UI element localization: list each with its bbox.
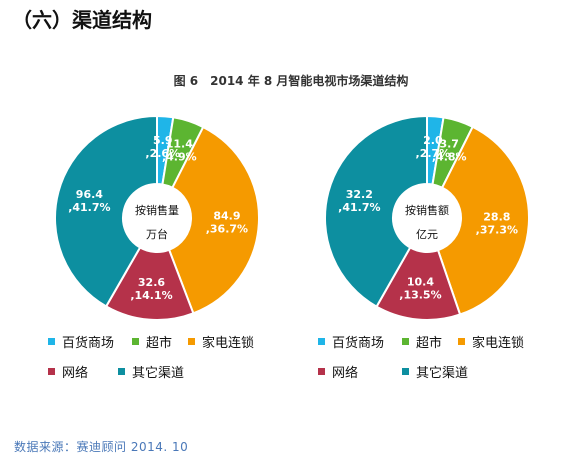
legend-item: 家电连锁 [188,332,254,351]
figure-title: 图 6 2014 年 8 月智能电视市场渠道结构 [173,74,409,88]
legend-label: 百货商场 [62,336,115,351]
data-label: 32.6,14.1% [130,276,172,302]
legend-swatch [118,368,125,375]
donut-chart-sales-volume: 5.9,2.6%11.4,4.9% 84.9,36.7% 32.6,14.1% 96.… [54,114,260,321]
center-unit: 亿元 [416,228,438,241]
donut-hole [393,184,461,252]
legend-label: 网络 [62,366,89,381]
legend-label: 超市 [146,336,173,351]
data-label: 32.2,41.7% [338,188,380,214]
legend-label: 家电连锁 [472,336,525,351]
data-label: 10.4,13.5% [399,276,441,302]
center-label: 按销售量 [135,203,179,217]
source-note: 数据来源：赛迪顾问 2014. 10 [14,440,189,454]
legend-item: 网络 [318,362,358,381]
data-label: 11.4,4.9% [162,138,197,164]
legend-label: 其它渠道 [416,366,469,381]
legend-item: 其它渠道 [118,362,184,381]
legend-swatch [188,338,195,345]
donut-chart-sales-value: 2.0,2.7%3.7,4.8% 28.8,37.3% 10.4,13.5% 32.2… [324,114,530,321]
legend-label: 网络 [332,366,359,381]
legend-item: 网络 [48,362,88,381]
legend-item: 超市 [132,332,172,351]
legend-label: 超市 [416,336,443,351]
legend-item: 百货商场 [48,332,114,351]
donut-hole [123,184,191,252]
legend-item: 家电连锁 [458,332,524,351]
legend-item: 其它渠道 [402,362,468,381]
center-label: 按销售额 [405,203,449,217]
legend-swatch [402,338,409,345]
data-label: 5.9,2.6% [145,134,180,160]
legend-label: 家电连锁 [202,336,255,351]
data-label: 28.8,37.3% [476,211,518,237]
legend-item: 百货商场 [318,332,384,351]
legend-swatch [48,368,55,375]
section-heading: （六）渠道结构 [12,8,152,32]
legend-item: 超市 [402,332,442,351]
legend-swatch [132,338,139,345]
legend-swatch [402,368,409,375]
legend-swatch [318,338,325,345]
legend-label: 其它渠道 [132,366,185,381]
center-unit: 万台 [146,227,168,241]
data-label: 2.0,2.7% [416,134,451,160]
legend-swatch [318,368,325,375]
data-label: 96.4,41.7% [68,188,110,214]
legend-swatch [458,338,465,345]
legend-swatch [48,338,55,345]
legend-label: 百货商场 [332,336,385,351]
data-label: 3.7,4.8% [432,138,467,164]
data-label: 84.9,36.7% [206,210,248,236]
